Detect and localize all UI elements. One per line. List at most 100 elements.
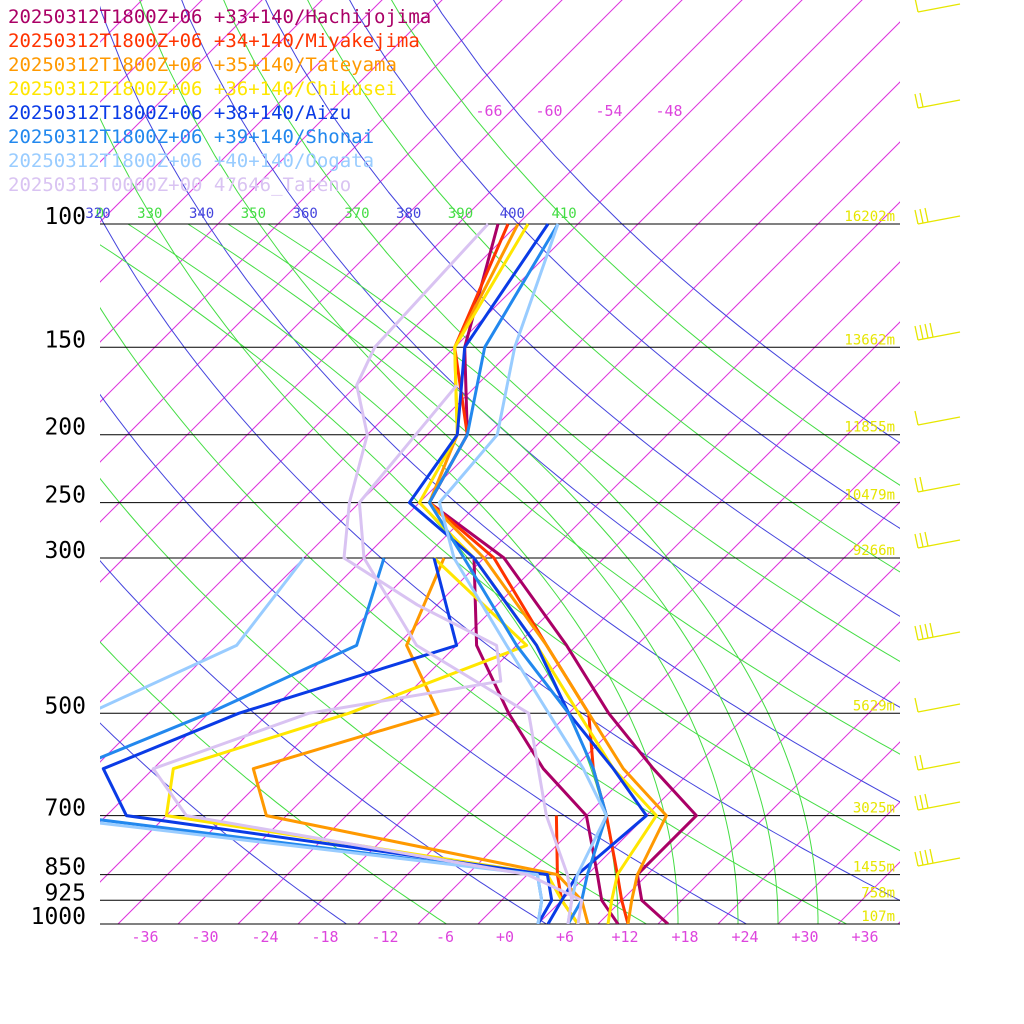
pressure-tick-label: 925 — [44, 880, 86, 906]
wind-barb — [914, 410, 961, 426]
height-label: 758m — [861, 885, 895, 901]
pressure-tick-label: 200 — [44, 415, 86, 441]
wind-barb — [914, 754, 961, 771]
barb-flag — [919, 208, 924, 224]
barb-flag — [924, 531, 929, 547]
dewpoint-line — [100, 557, 544, 924]
barb-staff — [917, 483, 961, 493]
wind-barb — [914, 531, 961, 549]
isotherm-line — [100, 0, 323, 223]
isotherm-line — [537, 561, 900, 924]
barb-flag — [919, 624, 924, 640]
temperature-line — [407, 223, 648, 924]
isotherm-line — [597, 621, 900, 924]
wind-barbs — [914, 0, 961, 867]
barb-flag — [914, 697, 919, 713]
isotherm-line — [897, 921, 900, 924]
legend-item: 20250312T1800Z+06 +35+140/Tateyama — [8, 54, 397, 76]
isotherm-label: -54 — [595, 102, 622, 120]
isotherm-line — [1018, 0, 1024, 924]
height-label: 11855m — [844, 420, 895, 436]
temperature-tick-label: -24 — [251, 928, 278, 946]
isotherm-label: -48 — [655, 102, 682, 120]
height-label: 16202m — [844, 209, 895, 225]
theta-line — [100, 559, 547, 924]
barb-flag — [919, 476, 924, 492]
height-label: 10479m — [844, 488, 895, 504]
barb-staff — [917, 761, 961, 771]
theta-label: 370 — [344, 206, 369, 222]
wind-barb — [914, 697, 961, 713]
wind-barb — [914, 0, 961, 13]
pressure-tick-label: 100 — [44, 204, 86, 230]
isotherm-line — [100, 0, 503, 403]
theta-line — [100, 722, 347, 924]
isotherm-line — [100, 0, 383, 283]
temperature-line — [427, 223, 698, 924]
temperature-tick-label: -30 — [191, 928, 218, 946]
barb-staff — [917, 801, 961, 811]
barb-flag — [914, 533, 919, 549]
barb-flag — [919, 532, 924, 548]
barb-flag — [924, 793, 929, 809]
barb-flag — [929, 848, 934, 864]
pressure-tick-label: 500 — [44, 693, 86, 719]
temperature-tick-label: -36 — [131, 928, 158, 946]
height-label: 107m — [861, 909, 895, 925]
barb-staff — [917, 3, 961, 13]
height-label: 9266m — [853, 543, 895, 559]
legend-item: 20250312T1800Z+06 +33+140/Hachijojima — [8, 6, 432, 28]
barb-flag — [914, 0, 919, 13]
height-label: 5629m — [853, 698, 895, 714]
height-label: 3025m — [853, 801, 895, 817]
theta-label: 380 — [396, 206, 421, 222]
wind-barb — [914, 848, 961, 867]
dewpoint-line — [472, 557, 620, 924]
height-label: 1455m — [853, 860, 895, 876]
barb-flag — [924, 623, 929, 639]
chart-legend: 20250312T1800Z+06 +33+140/Hachijojima 20… — [8, 5, 431, 197]
barb-flag — [914, 209, 919, 225]
temperature-tick-label: -18 — [311, 928, 338, 946]
isotherm-line — [417, 441, 900, 924]
pressure-tick-label: 300 — [44, 538, 86, 564]
isotherm-label: -66 — [475, 102, 502, 120]
barb-flag — [924, 207, 929, 223]
barb-staff — [917, 703, 961, 713]
barb-flag — [919, 850, 924, 866]
barb-flag — [914, 625, 919, 641]
barb-flag — [924, 323, 929, 339]
series-group — [101, 223, 648, 924]
isotherm-line — [100, 0, 263, 163]
isotherm-line — [657, 681, 900, 924]
isotherm-line — [717, 741, 900, 924]
barb-flag — [914, 795, 919, 811]
barb-flag — [929, 622, 934, 638]
temperature-tick-label: -6 — [436, 928, 454, 946]
temperature-line — [417, 223, 658, 924]
temperature-line — [437, 223, 608, 924]
series-lines — [100, 222, 698, 924]
theta-label: 390 — [448, 206, 473, 222]
theta-label: 360 — [293, 206, 318, 222]
barb-staff — [917, 215, 961, 225]
wind-barb — [914, 92, 961, 109]
isotherm-line — [777, 801, 900, 924]
isotherm-line — [837, 861, 900, 924]
legend-item: 20250313T0000Z+00 47646_Tateno — [8, 174, 352, 196]
barb-staff — [917, 631, 961, 641]
isotherm-line — [958, 0, 1024, 924]
wind-barb — [914, 793, 961, 811]
theta-label: 320 — [85, 206, 110, 222]
dewpoint-line — [251, 557, 590, 924]
temperature-tick-label: +36 — [851, 928, 878, 946]
theta-line — [100, 641, 447, 924]
pressure-tick-label: 700 — [44, 796, 86, 822]
pressure-tick-label: 250 — [44, 483, 86, 509]
barb-flag — [914, 477, 919, 493]
pressure-tick-label: 1000 — [31, 904, 86, 930]
barb-flag — [914, 325, 919, 341]
pressure-tick-label: 850 — [44, 855, 86, 881]
